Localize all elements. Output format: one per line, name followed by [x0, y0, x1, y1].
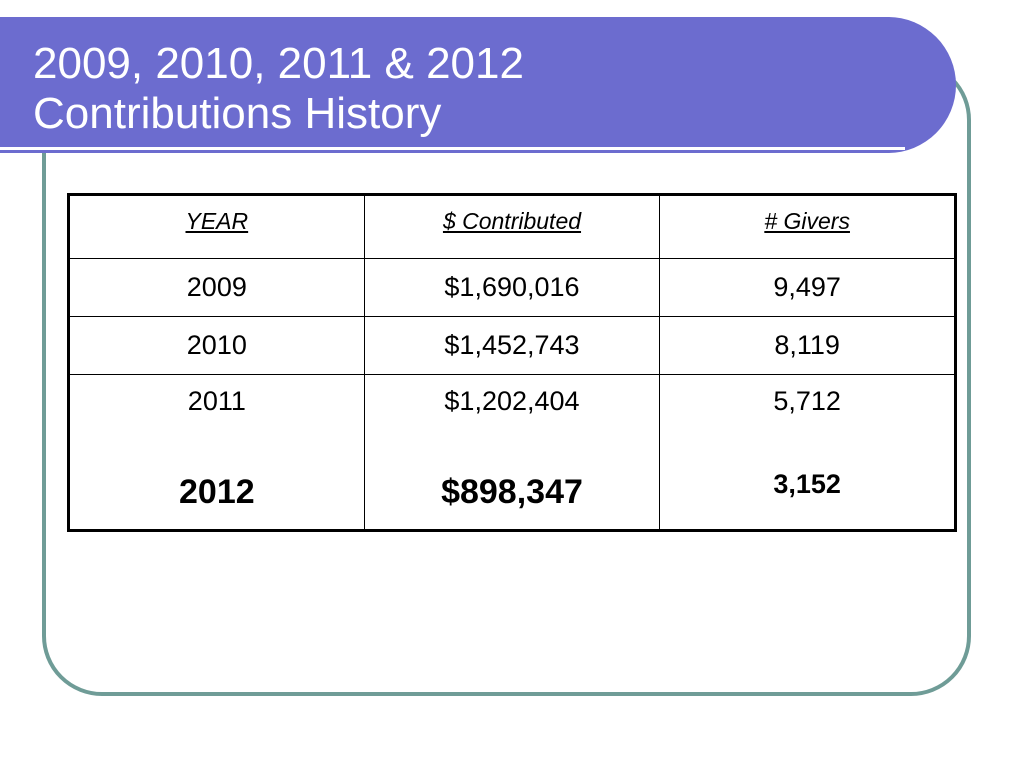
givers-2011: 5,712 — [773, 386, 841, 416]
table-row: 2010 $1,452,743 8,119 — [68, 316, 956, 375]
title-underline — [0, 147, 905, 150]
cell-year: 2009 — [68, 258, 365, 317]
title-line-2: Contributions History — [33, 89, 442, 138]
year-2012: 2012 — [179, 473, 255, 511]
header-year: YEAR — [68, 194, 365, 259]
title-line-1: 2009, 2010, 2011 & 2012 — [33, 39, 524, 88]
header-contributed: $ Contributed — [363, 194, 661, 259]
table-header-row: YEAR $ Contributed # Givers — [68, 194, 956, 259]
contributed-2011: $1,202,404 — [444, 386, 580, 416]
contributed-2012: $898,347 — [441, 473, 583, 511]
cell-contributed: $1,452,743 — [363, 316, 661, 375]
table-row: 2011 2012 $1,202,404 $898,347 5,712 3,15… — [68, 374, 956, 531]
header-givers: # Givers — [659, 194, 956, 259]
givers-2012: 3,152 — [773, 469, 841, 499]
cell-givers: 8,119 — [659, 316, 956, 375]
cell-contributed: $1,690,016 — [363, 258, 661, 317]
year-2011: 2011 — [187, 386, 246, 416]
cell-year: 2010 — [68, 316, 365, 375]
table-row: 2009 $1,690,016 9,497 — [68, 258, 956, 317]
cell-givers: 5,712 3,152 — [659, 374, 956, 531]
title-banner: 2009, 2010, 2011 & 2012 Contributions Hi… — [0, 17, 956, 153]
slide-title: 2009, 2010, 2011 & 2012 Contributions Hi… — [33, 39, 524, 139]
cell-year: 2011 2012 — [68, 374, 365, 531]
cell-givers: 9,497 — [659, 258, 956, 317]
contributions-table: YEAR $ Contributed # Givers 2009 $1,690,… — [67, 193, 957, 532]
cell-contributed: $1,202,404 $898,347 — [363, 374, 661, 531]
